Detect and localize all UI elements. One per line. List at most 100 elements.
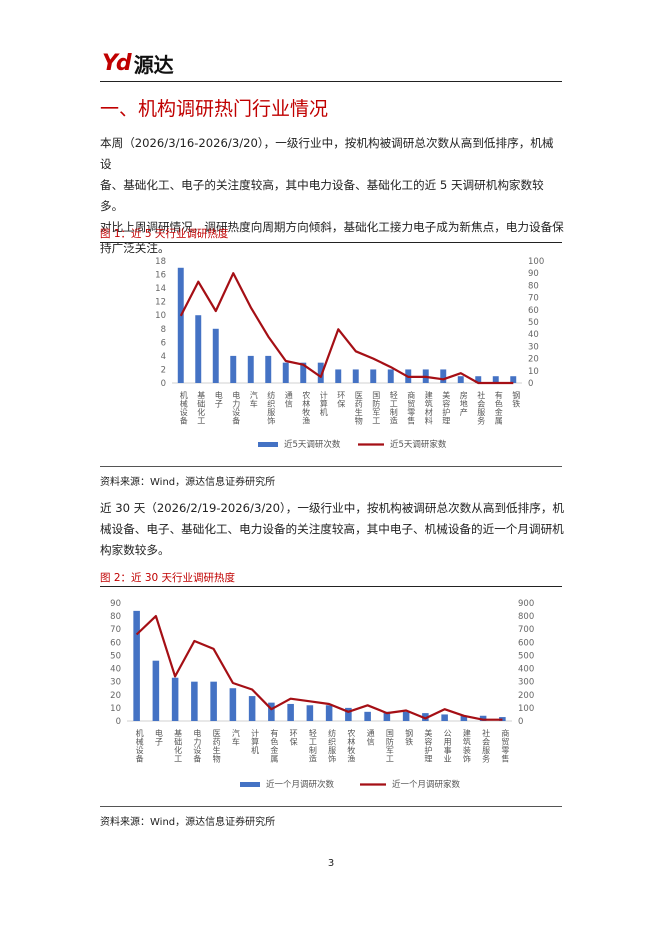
x-tick-label: 轻工制造: [308, 728, 317, 764]
x-tick-label: 有色金属: [494, 390, 503, 426]
figure1-title: 图 1：近 5 天行业调研热度: [100, 228, 229, 240]
y-right-tick-label: 0: [528, 379, 533, 389]
figure2-top-rule: [100, 586, 562, 587]
x-tick-label: 纺织服饰: [267, 390, 276, 426]
y-left-tick-label: 6: [161, 338, 166, 348]
bar: [383, 711, 391, 721]
bar: [317, 362, 324, 383]
bar: [171, 677, 179, 721]
legend-bar-label: 近5天调研次数: [284, 439, 341, 450]
x-tick-label: 电力设备: [193, 728, 202, 764]
x-tick-label: 建筑材料: [424, 390, 433, 426]
section-title: 一、机构调研热门行业情况: [100, 98, 329, 120]
y-right-tick-label: 300: [518, 678, 534, 688]
y-right-tick-label: 100: [518, 704, 534, 714]
x-tick-label: 钢铁: [405, 728, 414, 747]
y-right-tick-label: 500: [518, 651, 534, 661]
x-tick-label: 公用事业: [443, 729, 452, 763]
legend-line-label: 近一个月调研家数: [392, 779, 461, 790]
x-tick-label: 环保: [337, 391, 346, 409]
bar: [195, 315, 202, 383]
figure2-title: 图 2：近 30 天行业调研热度: [100, 572, 236, 584]
series-line: [135, 615, 503, 721]
x-tick-label: 机械设备: [179, 390, 188, 426]
x-tick-label: 计算机: [319, 390, 328, 417]
paragraph-line: 械设备、电子、基础化工、电力设备的关注度较高，其中电子、机械设备的近一个月调研机: [100, 522, 564, 536]
paragraph-line: 近 30 天（2026/2/19-2026/3/20），一级行业中，按机构被调研…: [100, 501, 565, 515]
y-left-tick-label: 12: [155, 298, 166, 308]
x-tick-label: 商贸零售: [407, 390, 416, 426]
y-left-tick-label: 30: [110, 678, 121, 688]
bar: [440, 369, 447, 383]
header-divider: [100, 81, 562, 82]
x-tick-label: 电力设备: [232, 390, 241, 426]
x-tick-label: 美容护理: [442, 390, 451, 425]
figure1-chart: 0 2 4 6 8 10 12 14 16 18 0 10 20 30 40 50 60 70 80 90 100 机械设…: [100, 250, 562, 460]
x-tick-label: 农林牧渔: [302, 390, 311, 425]
x-tick-label: 基础化工: [197, 390, 206, 425]
legend-bar-label: 近一个月调研次数: [266, 779, 335, 790]
bar: [248, 696, 256, 721]
y-left-tick-label: 10: [110, 704, 121, 714]
x-tick-label: 轻工制造: [389, 390, 398, 426]
y-left-tick-label: 90: [110, 599, 121, 609]
series-line: [179, 272, 514, 385]
y-left-tick-label: 0: [161, 379, 166, 389]
bar: [133, 610, 140, 721]
legend-bar-swatch: [258, 442, 278, 447]
y-right-tick-label: 40: [528, 330, 539, 340]
figure2-chart: 0 10 20 30 40 50 60 70 80 90 0 100 200 300 400 500 600 70…: [100, 593, 562, 799]
figure1-bottom-rule: [100, 466, 562, 467]
chart-svg: 0102030405060708090010020030040050060070…: [110, 599, 534, 790]
paragraph-line: 本周（2026/3/16-2026/3/20），一级行业中，按机构被调研总次数从…: [100, 136, 554, 171]
bar: [441, 714, 448, 721]
x-tick-label: 基础化工: [174, 728, 183, 763]
y-left-tick-label: 14: [155, 284, 166, 294]
x-tick-label: 国防军工: [385, 729, 394, 763]
y-right-tick-label: 600: [518, 638, 534, 648]
bar: [422, 713, 429, 721]
bar: [177, 267, 184, 383]
x-tick-label: 社会服务: [477, 390, 486, 426]
y-right-tick-label: 0: [518, 717, 523, 727]
paragraph-line: 构家数较多。: [100, 543, 170, 557]
y-right-tick-label: 60: [528, 306, 539, 316]
y-right-tick-label: 50: [528, 318, 539, 328]
y-left-tick-label: 40: [110, 665, 121, 675]
y-right-tick-label: 80: [528, 281, 539, 291]
logo-mark: Yd: [102, 50, 132, 76]
paragraph-weekly: 本周（2026/3/16-2026/3/20），一级行业中，按机构被调研总次数从…: [100, 133, 565, 259]
legend-line-label: 近5天调研家数: [390, 439, 447, 450]
logo-text: 源达: [133, 52, 174, 77]
figure1-source: 资料来源：Wind，源达信息证券研究所: [100, 477, 276, 488]
x-tick-label: 计算机: [251, 728, 260, 755]
y-left-tick-label: 8: [161, 325, 166, 335]
bar: [370, 369, 377, 383]
x-tick-label: 有色金属: [270, 728, 279, 764]
bar: [268, 702, 275, 721]
bar: [364, 711, 371, 721]
x-tick-label: 电子: [214, 390, 223, 408]
y-right-tick-label: 900: [518, 599, 534, 609]
x-tick-label: 农林牧渔: [347, 728, 356, 763]
bar: [479, 715, 487, 721]
bar: [212, 328, 219, 383]
bar: [345, 707, 352, 721]
figure2-bottom-rule: [100, 806, 562, 807]
x-tick-label: 汽车: [231, 728, 240, 747]
x-tick-label: 纺织服饰: [328, 728, 337, 764]
bar: [306, 705, 314, 721]
paragraph-line: 持广泛关注。: [100, 241, 170, 255]
y-left-tick-label: 80: [110, 612, 121, 622]
y-right-tick-label: 10: [528, 367, 539, 377]
bar: [457, 376, 464, 383]
y-left-tick-label: 10: [155, 311, 166, 321]
bar: [287, 703, 294, 721]
bar: [352, 369, 359, 383]
bar: [325, 705, 333, 721]
bar: [230, 355, 237, 383]
y-left-tick-label: 4: [161, 352, 166, 362]
paragraph-line: 对比上周调研情况，调研热度向周期方向倾斜，基础化工接力电子成为新焦点，电力设备保: [100, 220, 564, 234]
y-right-tick-label: 70: [528, 294, 539, 304]
paragraph-monthly: 近 30 天（2026/2/19-2026/3/20），一级行业中，按机构被调研…: [100, 498, 565, 561]
